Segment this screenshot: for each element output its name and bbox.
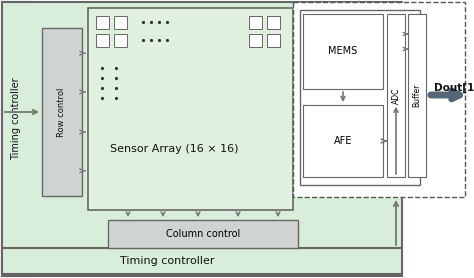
Bar bbox=[293, 2, 465, 197]
Bar bbox=[96, 34, 109, 47]
Text: MEMS: MEMS bbox=[328, 46, 357, 56]
Bar bbox=[408, 14, 426, 177]
Bar bbox=[300, 10, 420, 185]
Bar bbox=[2, 2, 402, 276]
Bar bbox=[108, 220, 298, 248]
Bar bbox=[249, 34, 262, 47]
Bar bbox=[88, 8, 293, 210]
Text: Timing controller: Timing controller bbox=[11, 78, 21, 160]
Bar bbox=[267, 16, 280, 29]
Bar bbox=[114, 16, 127, 29]
Text: Row control: Row control bbox=[57, 87, 66, 137]
Text: ADC: ADC bbox=[392, 87, 401, 104]
Text: Dout[12:0]: Dout[12:0] bbox=[434, 83, 474, 93]
Bar bbox=[303, 14, 383, 89]
Text: Column control: Column control bbox=[166, 229, 240, 239]
Text: AFE: AFE bbox=[334, 136, 352, 146]
Text: Timing controller: Timing controller bbox=[120, 256, 215, 266]
Bar bbox=[249, 16, 262, 29]
Bar bbox=[42, 28, 82, 196]
Text: Sensor Array (16 × 16): Sensor Array (16 × 16) bbox=[110, 144, 238, 154]
Bar bbox=[267, 34, 280, 47]
Bar bbox=[2, 2, 32, 276]
Bar bbox=[303, 105, 383, 177]
Bar bbox=[96, 16, 109, 29]
Text: Buffer: Buffer bbox=[412, 84, 421, 107]
Bar bbox=[387, 14, 405, 177]
Bar bbox=[114, 34, 127, 47]
Bar bbox=[2, 248, 402, 274]
